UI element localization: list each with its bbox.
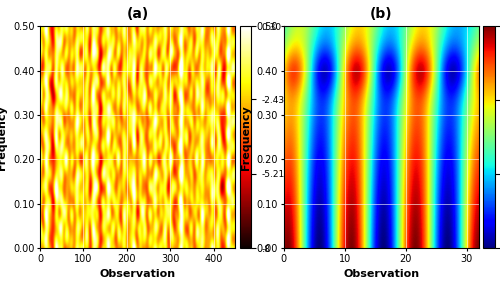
Y-axis label: Frequency: Frequency — [0, 105, 8, 170]
X-axis label: Observation: Observation — [343, 269, 419, 279]
Y-axis label: Frequency: Frequency — [241, 105, 251, 170]
X-axis label: Observation: Observation — [100, 269, 176, 279]
Title: (a): (a) — [126, 7, 149, 21]
Y-axis label: Frequency: Frequency — [287, 115, 296, 159]
Title: (b): (b) — [370, 7, 392, 21]
